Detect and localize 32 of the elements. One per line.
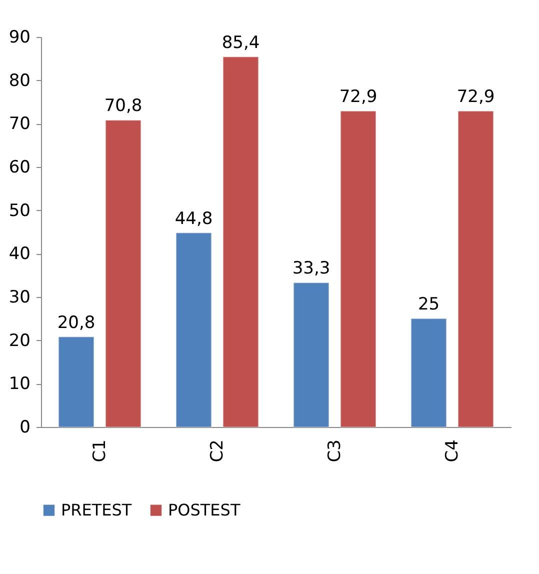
- y-tick-label: 50: [8, 200, 30, 221]
- legend-label: POSTEST: [168, 500, 240, 520]
- bar: [58, 336, 94, 428]
- y-tick-label: 60: [8, 158, 30, 178]
- x-tick-label: C1: [90, 440, 110, 462]
- data-label: 20,8: [57, 312, 96, 333]
- legend-label: PRETEST: [61, 500, 132, 520]
- y-tick-label: 0: [20, 418, 30, 438]
- y-tick-label: 90: [8, 28, 30, 48]
- bar: [458, 110, 494, 428]
- y-tick-label: 20: [8, 330, 30, 351]
- bar: [105, 120, 142, 428]
- bar: [222, 56, 259, 428]
- bar: [293, 282, 330, 428]
- y-tick-label: 70: [8, 114, 30, 134]
- data-label: 72,9: [456, 87, 495, 108]
- bar: [410, 318, 447, 428]
- data-label: 72,9: [339, 87, 378, 108]
- data-label: 70,8: [104, 96, 142, 116]
- y-tick-label: 80: [8, 70, 30, 91]
- y-tick-label: 10: [8, 374, 30, 394]
- x-tick-label: C3: [324, 440, 345, 462]
- bar: [340, 110, 376, 428]
- data-label: 44,8: [174, 208, 213, 229]
- data-label: 33,3: [292, 258, 330, 279]
- data-label: 25: [418, 294, 440, 315]
- y-tick-label: 30: [8, 288, 30, 308]
- x-tick-label: C2: [207, 440, 228, 462]
- bar: [176, 232, 212, 428]
- y-tick-label: 40: [8, 244, 30, 264]
- data-label: 85,4: [222, 32, 260, 53]
- x-tick-label: C4: [442, 440, 462, 462]
